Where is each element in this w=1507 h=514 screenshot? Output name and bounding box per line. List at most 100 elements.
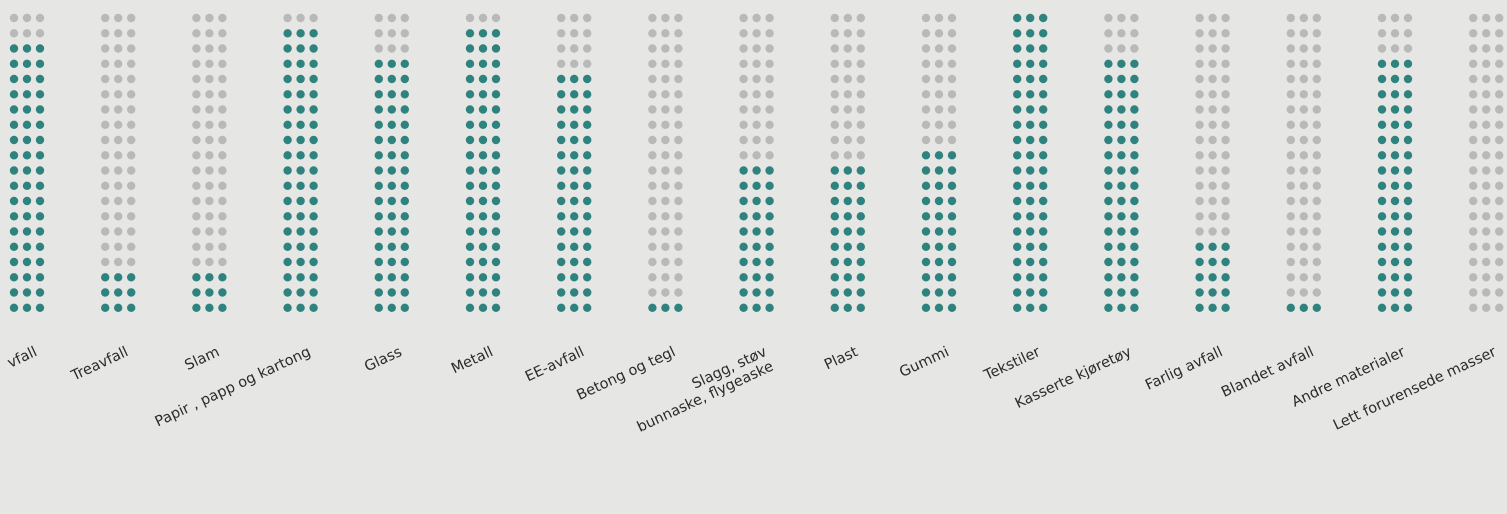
dot-empty bbox=[114, 120, 123, 129]
dot-filled bbox=[374, 196, 383, 206]
dot-empty bbox=[9, 13, 19, 23]
dot-empty bbox=[1299, 242, 1309, 251]
dot-filled bbox=[765, 166, 774, 175]
dot-empty bbox=[947, 135, 957, 145]
dot-empty bbox=[1482, 196, 1491, 206]
dot-filled bbox=[1026, 74, 1035, 84]
dot-empty bbox=[661, 181, 670, 190]
dot-filled bbox=[35, 257, 45, 267]
dot-empty bbox=[1312, 166, 1322, 175]
dot-empty bbox=[192, 120, 201, 129]
dot-filled bbox=[1013, 196, 1022, 206]
dot-empty bbox=[947, 29, 957, 38]
dot-empty bbox=[1482, 151, 1491, 160]
dot-filled bbox=[1104, 196, 1113, 206]
dot-filled bbox=[947, 242, 957, 251]
dot-empty bbox=[921, 135, 931, 145]
dot-filled bbox=[1130, 196, 1139, 206]
dot-filled bbox=[35, 242, 45, 251]
dot-filled bbox=[9, 166, 19, 175]
dot-filled bbox=[296, 135, 305, 145]
category-label: Treavfall bbox=[68, 344, 131, 385]
dot-filled bbox=[843, 196, 852, 206]
dot-filled bbox=[296, 151, 305, 160]
dot-filled bbox=[127, 273, 136, 282]
dot-filled bbox=[1026, 135, 1035, 145]
dot-filled bbox=[205, 273, 214, 282]
dot-empty bbox=[674, 212, 683, 221]
dot-filled bbox=[9, 120, 19, 129]
dot-filled bbox=[752, 242, 761, 251]
dot-filled bbox=[101, 288, 110, 297]
dot-empty bbox=[1403, 44, 1413, 53]
dot-filled bbox=[1026, 273, 1035, 282]
dot-empty bbox=[648, 105, 657, 114]
dot-filled bbox=[9, 303, 19, 312]
dot-filled bbox=[1117, 105, 1126, 114]
dot-filled bbox=[947, 181, 957, 190]
dot-filled bbox=[1039, 29, 1048, 38]
dot-empty bbox=[1208, 105, 1217, 114]
dot-empty bbox=[843, 120, 852, 129]
dot-filled bbox=[22, 288, 32, 297]
dot-empty bbox=[114, 227, 123, 236]
dot-empty bbox=[101, 13, 110, 23]
dot-filled bbox=[921, 257, 931, 267]
dot-filled bbox=[1026, 120, 1035, 129]
dot-filled bbox=[1039, 288, 1048, 297]
dot-filled bbox=[1130, 90, 1139, 99]
dot-filled bbox=[1390, 196, 1400, 206]
dot-filled bbox=[765, 212, 774, 221]
dot-empty bbox=[661, 44, 670, 53]
category-label: vfall bbox=[5, 344, 40, 371]
dot-filled bbox=[1117, 242, 1126, 251]
dot-filled bbox=[1013, 29, 1022, 38]
dot-empty bbox=[856, 29, 865, 38]
dot-empty bbox=[1286, 273, 1296, 282]
dot-empty bbox=[843, 59, 852, 68]
dot-empty bbox=[674, 13, 683, 23]
dot-empty bbox=[218, 13, 227, 23]
dot-filled bbox=[491, 166, 501, 175]
dot-filled bbox=[465, 135, 475, 145]
dot-filled bbox=[1403, 196, 1413, 206]
dot-empty bbox=[1469, 59, 1478, 68]
dot-filled bbox=[296, 242, 305, 251]
dot-filled bbox=[856, 196, 865, 206]
category-label-line: Farlig avfall bbox=[1143, 344, 1225, 394]
dot-filled bbox=[583, 212, 592, 221]
dot-filled bbox=[491, 59, 501, 68]
dot-filled bbox=[1130, 257, 1139, 267]
dot-filled bbox=[465, 74, 475, 84]
dot-empty bbox=[934, 90, 944, 99]
dot-filled bbox=[1026, 212, 1035, 221]
dot-empty bbox=[127, 135, 136, 145]
dot-filled bbox=[400, 257, 409, 267]
dot-filled bbox=[1377, 196, 1387, 206]
dot-filled bbox=[35, 288, 45, 297]
dot-filled bbox=[309, 303, 318, 312]
dot-filled bbox=[1130, 181, 1139, 190]
dot-filled bbox=[1117, 135, 1126, 145]
dot-filled bbox=[921, 151, 931, 160]
dot-filled bbox=[309, 29, 318, 38]
dot-filled bbox=[309, 273, 318, 282]
dot-filled bbox=[387, 181, 396, 190]
dot-filled bbox=[465, 151, 475, 160]
dot-filled bbox=[387, 120, 396, 129]
dot-filled bbox=[1039, 135, 1048, 145]
dot-empty bbox=[674, 257, 683, 267]
dot-empty bbox=[648, 273, 657, 282]
dot-empty bbox=[283, 13, 292, 23]
dot-filled bbox=[583, 105, 592, 114]
dot-empty bbox=[205, 13, 214, 23]
dot-empty bbox=[35, 29, 45, 38]
dot-empty bbox=[101, 181, 110, 190]
dot-filled bbox=[947, 212, 957, 221]
dot-filled bbox=[674, 303, 683, 312]
dot-filled bbox=[296, 44, 305, 53]
dot-filled bbox=[22, 151, 32, 160]
dot-filled bbox=[1117, 227, 1126, 236]
dot-empty bbox=[1495, 13, 1504, 23]
dot-filled bbox=[765, 257, 774, 267]
